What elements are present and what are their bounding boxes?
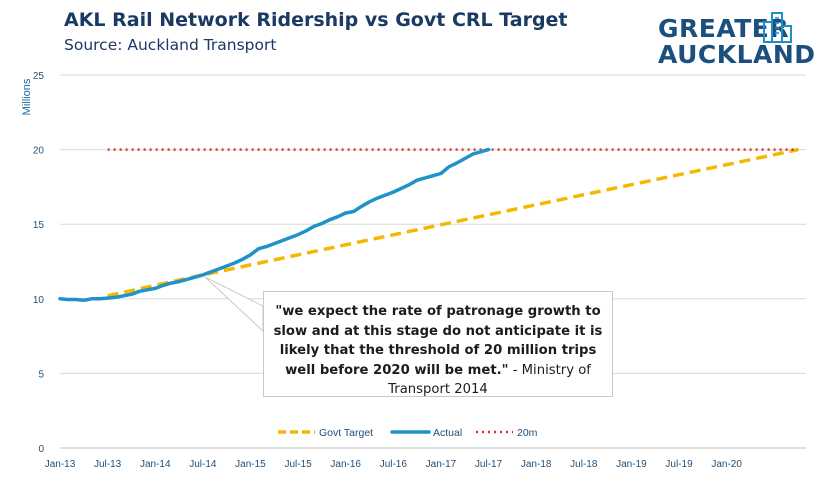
x-tick-label: Jul-16 [380, 459, 408, 470]
x-tick-label: Jul-14 [189, 459, 217, 470]
callout-pointer [204, 276, 264, 333]
greater-auckland-logo: GREATER AUCKLAND [658, 10, 818, 68]
logo-line-2: AUCKLAND [658, 40, 816, 69]
y-tick-label: 5 [38, 369, 44, 380]
x-tick-label: Jan-20 [711, 459, 742, 470]
chart-title: AKL Rail Network Ridership vs Govt CRL T… [64, 9, 568, 31]
y-tick-label: 20 [33, 146, 45, 157]
logo-line-1: GREATER [658, 14, 790, 43]
x-tick-label: Jan-13 [45, 459, 76, 470]
legend-label-actual: Actual [433, 427, 462, 439]
x-tick-label: Jul-19 [665, 459, 693, 470]
chart-subtitle: Source: Auckland Transport [64, 36, 277, 54]
y-tick-label: 15 [33, 220, 45, 231]
quote-callout: "we expect the rate of patronage growth … [263, 291, 613, 397]
callout-attribution: - Ministry of Transport 2014 [388, 362, 591, 398]
legend-label-20m: 20m [517, 427, 538, 439]
y-tick-label: 25 [33, 71, 45, 82]
x-tick-label: Jul-18 [570, 459, 598, 470]
x-tick-label: Jan-18 [521, 459, 552, 470]
callout-quote: "we expect the rate of patronage growth … [273, 304, 603, 378]
x-tick-label: Jul-15 [284, 459, 312, 470]
y-axis-label: Millions [21, 78, 33, 115]
series-line-actual [58, 147, 491, 303]
x-tick-label: Jan-19 [616, 459, 647, 470]
x-tick-label: Jan-15 [235, 459, 266, 470]
city-skyline-icon [763, 12, 792, 43]
y-tick-label: 0 [38, 444, 44, 455]
x-tick-label: Jul-13 [94, 459, 122, 470]
legend-label-govt-target: Govt Target [319, 427, 373, 439]
x-tick-label: Jan-16 [330, 459, 361, 470]
y-tick-label: 10 [33, 295, 45, 306]
x-tick-label: Jul-17 [475, 459, 503, 470]
x-tick-label: Jan-17 [426, 459, 457, 470]
x-tick-label: Jan-14 [140, 459, 171, 470]
series-line-govt-target [107, 147, 799, 298]
